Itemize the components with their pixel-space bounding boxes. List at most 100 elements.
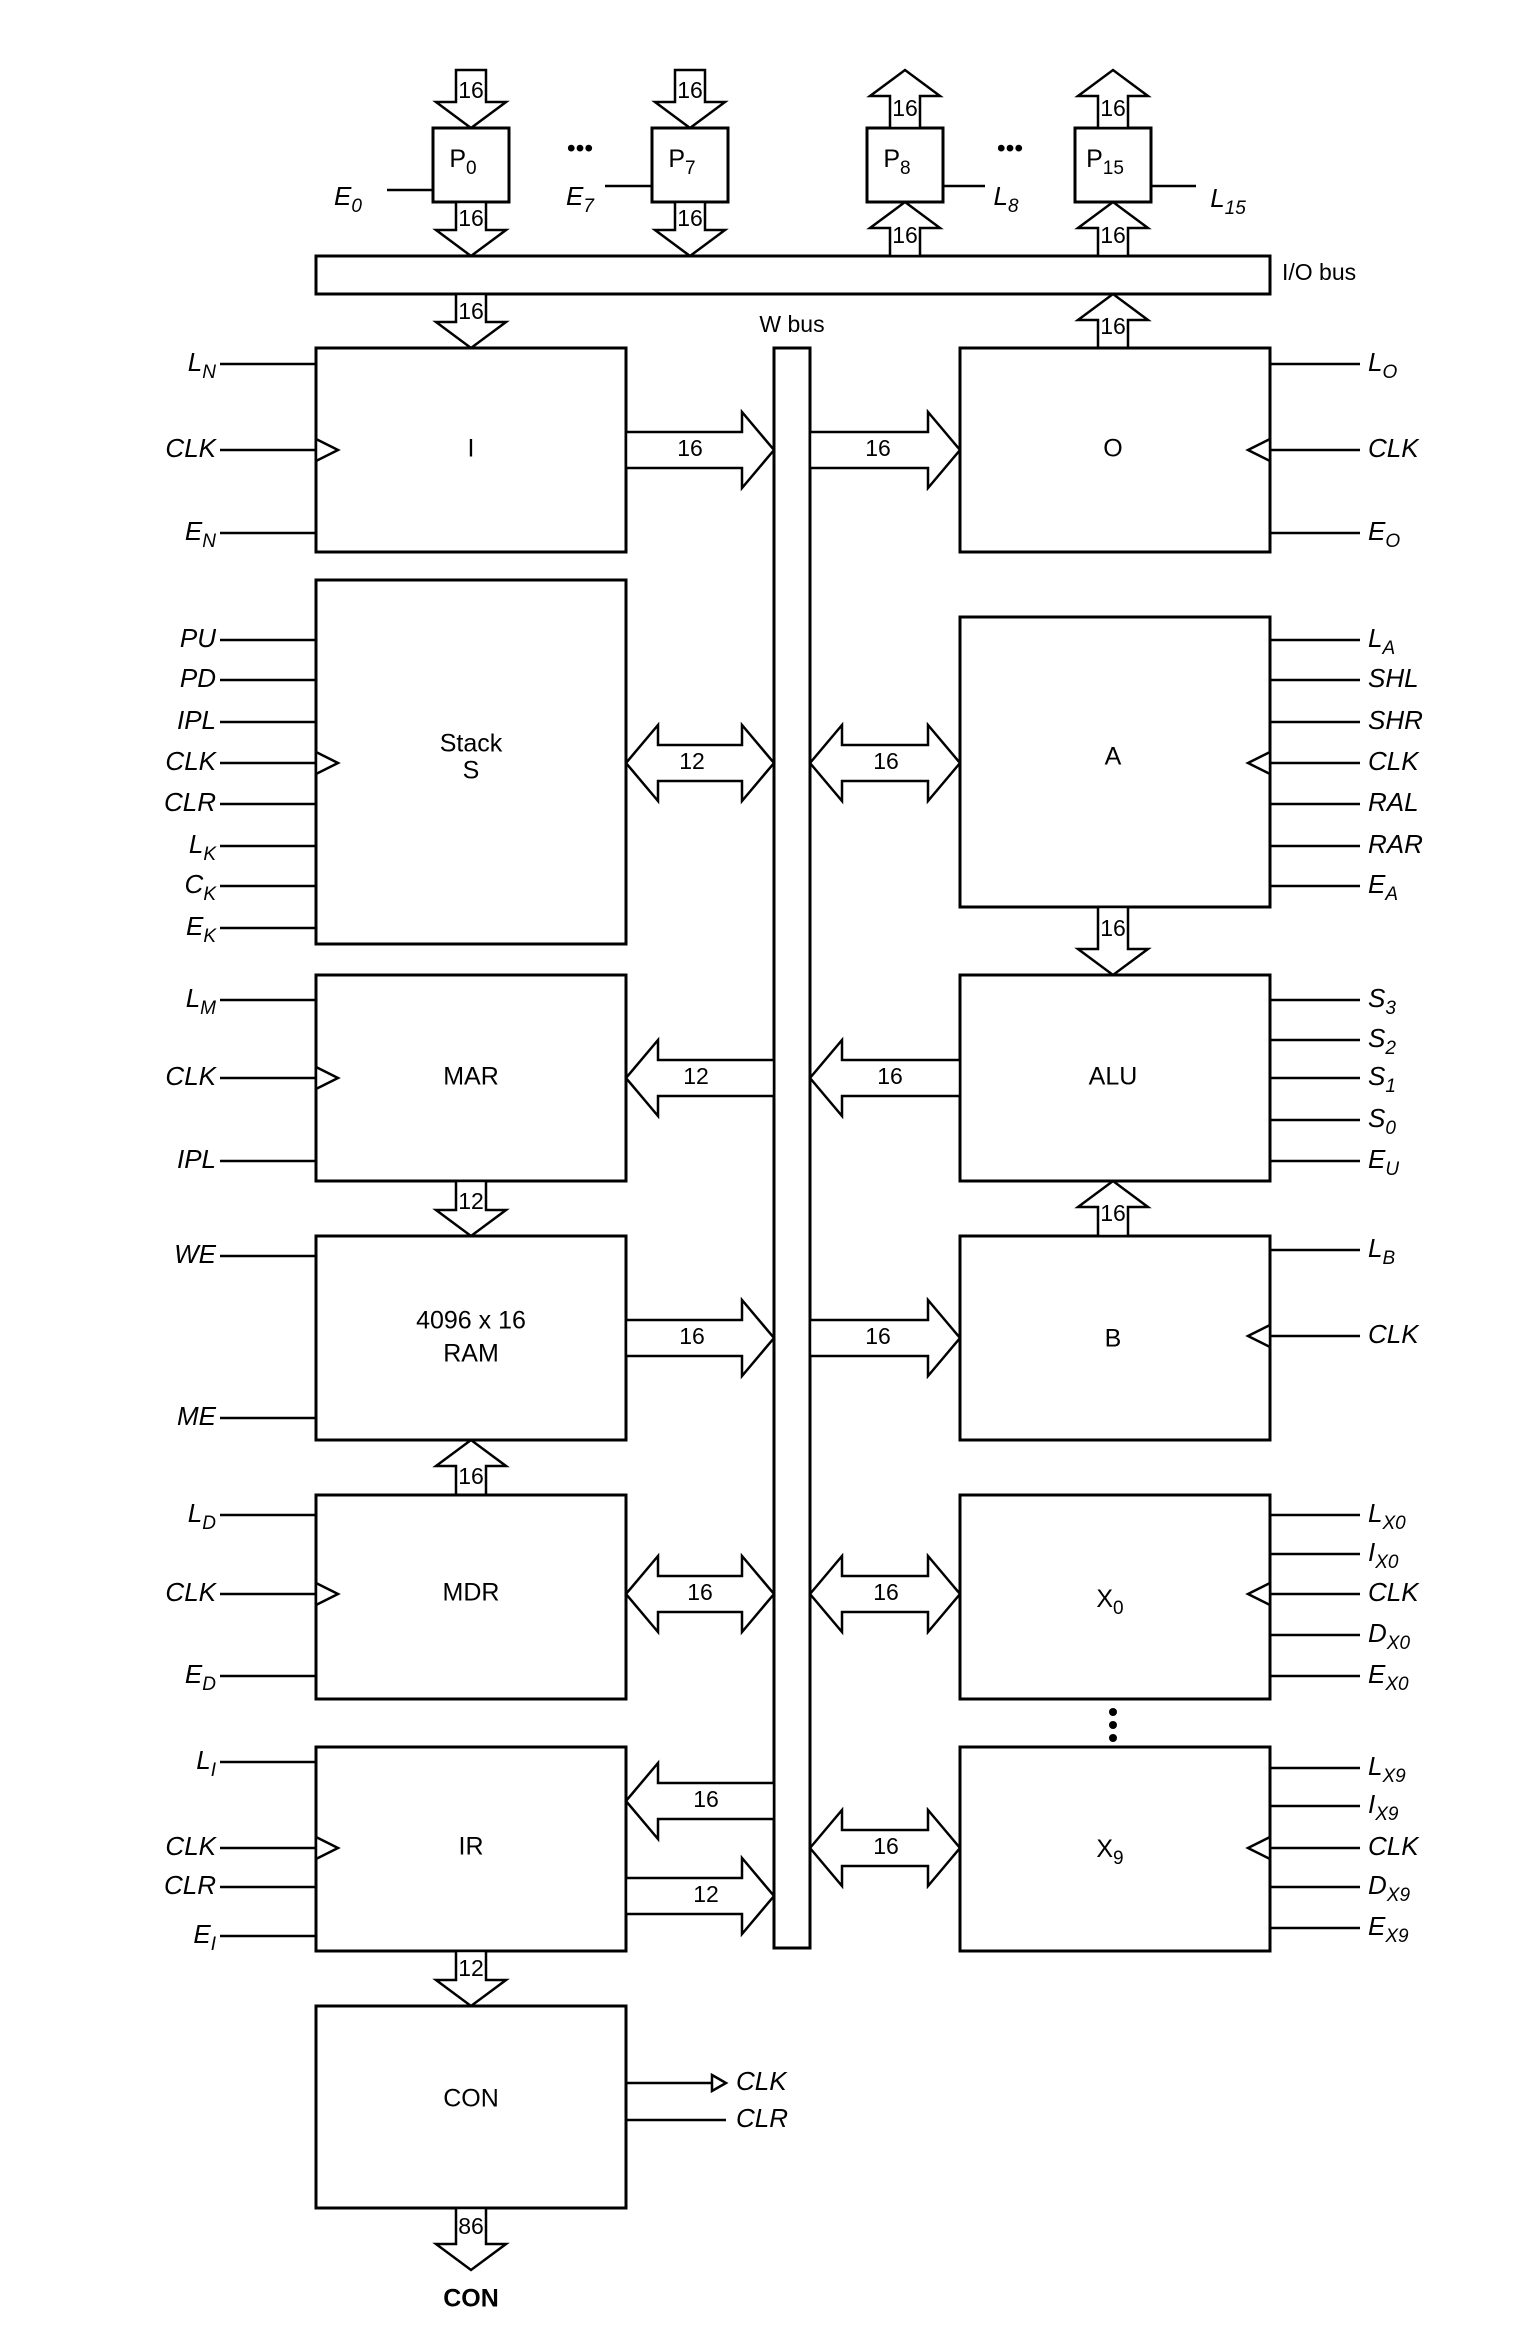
con-bottom-arrow: [432, 2206, 510, 2272]
sig-x9-3-sub: X9: [1386, 1885, 1411, 1906]
sig-ir-3-main: E: [193, 1919, 211, 1949]
sig-x0-0-sub: X0: [1381, 1513, 1406, 1534]
block-x9-label-sub: 9: [1113, 1848, 1124, 1869]
sig-ram-0: WE: [174, 1239, 217, 1269]
sig-x0-0-main: L: [1368, 1498, 1382, 1528]
port-p0-enable-sub: 0: [351, 196, 362, 217]
port-p15-load-main: L: [1210, 183, 1224, 213]
sig-stack-7-sub: K: [203, 926, 217, 947]
block-o: [958, 346, 1272, 554]
port-p0-top-arrow: [432, 68, 510, 130]
sig-a-6-sub: A: [1384, 884, 1398, 905]
block-x0-label-main: X: [1096, 1585, 1113, 1613]
sig-alu-2-sub: 1: [1385, 1076, 1396, 1097]
sig-ir-3-sub: I: [211, 1934, 217, 1955]
ir-to-con-width: 12: [458, 1955, 484, 1981]
mdr-wbus-arrow: [624, 1552, 776, 1636]
port-p7-bottom-width: 16: [677, 205, 703, 231]
a-to-alu-arrow: [1074, 905, 1152, 977]
mar-to-ram-arrow: [432, 1179, 510, 1238]
block-stack: [314, 578, 628, 946]
sig-i-2: EN: [185, 516, 216, 552]
sig-o-2-sub: O: [1385, 531, 1400, 552]
port-p8-label: P8: [883, 145, 910, 179]
block-alu-label: ALU: [1089, 1063, 1138, 1091]
con-bottom-width: 86: [458, 2213, 484, 2239]
x-ellipsis-dot-1: [1109, 1721, 1117, 1729]
sig-ir-0: LI: [196, 1745, 216, 1781]
i-bus-width: 16: [677, 435, 703, 461]
sig-mdr-2-sub: D: [202, 1674, 216, 1695]
sig-a-6: EA: [1368, 869, 1398, 905]
clk-i-1: [314, 436, 341, 464]
wires-layer: [220, 184, 1360, 2122]
sig-mdr-1: CLK: [165, 1577, 217, 1607]
port-p8-load-main: L: [993, 181, 1007, 211]
sig-a-1-main: SHL: [1368, 663, 1419, 693]
port-p0-enable-main: E: [334, 181, 352, 211]
sig-ir-2-main: CLR: [164, 1870, 216, 1900]
sig-b-1-main: CLK: [1368, 1319, 1420, 1349]
port-p0-bottom-arrow: [432, 200, 510, 258]
sig-o-2: EO: [1368, 516, 1400, 552]
sig-mdr-0-sub: D: [202, 1513, 216, 1534]
sig-b-0-main: L: [1368, 1233, 1382, 1263]
sig-stack-7-main: E: [186, 911, 204, 941]
x-ellipsis-dot-2: [1109, 1734, 1117, 1742]
sig-ir-0-sub: I: [211, 1760, 217, 1781]
sig-stack-0-main: PU: [180, 623, 216, 653]
block-ram-label1: 4096 x 16: [416, 1307, 526, 1335]
ir-to-con-arrow: [432, 1949, 510, 2008]
ports-ellipsis-right: •••: [997, 135, 1023, 163]
sig-alu-1-sub: 2: [1384, 1038, 1396, 1059]
port-p7-top-arrow: [651, 68, 729, 130]
sig-alu-3-main: S: [1368, 1103, 1386, 1133]
sig-i-0: LN: [188, 347, 216, 383]
port-p7-label-sub: 7: [685, 158, 696, 179]
sig-stack-4: CLR: [164, 787, 216, 817]
sig-x0-0: LX0: [1368, 1498, 1406, 1534]
ports-ellipsis-left: •••: [567, 135, 593, 163]
sig-b-0: LB: [1368, 1233, 1395, 1269]
con-bottom-label: CON: [443, 2285, 499, 2313]
clk-x9-2: [1245, 1834, 1272, 1862]
block-stack-label2: S: [463, 757, 480, 785]
sig-x9-1-sub: X9: [1374, 1804, 1399, 1825]
sig-x0-3: DX0: [1368, 1618, 1410, 1654]
b-bus-width: 16: [865, 1323, 891, 1349]
block-x9-label-main: X: [1096, 1835, 1113, 1863]
sig-x0-1: IX0: [1368, 1537, 1399, 1573]
sig-x0-4-main: E: [1368, 1659, 1386, 1689]
shapes-layer: [314, 68, 1272, 2272]
sig-x0-4: EX0: [1368, 1659, 1409, 1695]
clk-o-1: [1245, 436, 1272, 464]
sig-mdr-0: LD: [188, 1498, 216, 1534]
sig-stack-1-main: PD: [180, 663, 216, 693]
a-to-alu-width: 16: [1100, 915, 1126, 941]
sig-i-1: CLK: [165, 433, 217, 463]
sig-alu-4: EU: [1368, 1144, 1399, 1180]
port-p8-bottom-arrow: [866, 200, 944, 258]
x-ellipsis-dot-0: [1109, 1708, 1117, 1716]
sig-mar-0-main: L: [186, 983, 200, 1013]
port-p0-label: P0: [449, 145, 476, 179]
io-bus: [314, 254, 1272, 296]
sig-mar-0-sub: M: [200, 998, 216, 1019]
sig-mar-1-main: CLK: [165, 1061, 217, 1091]
w-bus-label: W bus: [759, 311, 824, 337]
port-p8-label-main: P: [883, 145, 900, 173]
port-p15-top-arrow: [1074, 68, 1152, 130]
sig-stack-6: CK: [185, 869, 218, 905]
sig-x9-0-sub: X9: [1381, 1766, 1406, 1787]
a-bus-width: 16: [873, 748, 899, 774]
clk-b-1: [1245, 1322, 1272, 1350]
sig-alu-0: S3: [1368, 983, 1396, 1019]
sig-x0-1-main: I: [1368, 1537, 1375, 1567]
sig-o-0-main: L: [1368, 347, 1382, 377]
block-b-label: B: [1105, 1325, 1122, 1353]
mar-bus-width: 12: [683, 1063, 709, 1089]
block-mdr: [314, 1493, 628, 1701]
sig-o-0: LO: [1368, 347, 1397, 383]
sig-x0-4-sub: X0: [1384, 1674, 1409, 1695]
con-output-clr: CLR: [736, 2103, 788, 2133]
